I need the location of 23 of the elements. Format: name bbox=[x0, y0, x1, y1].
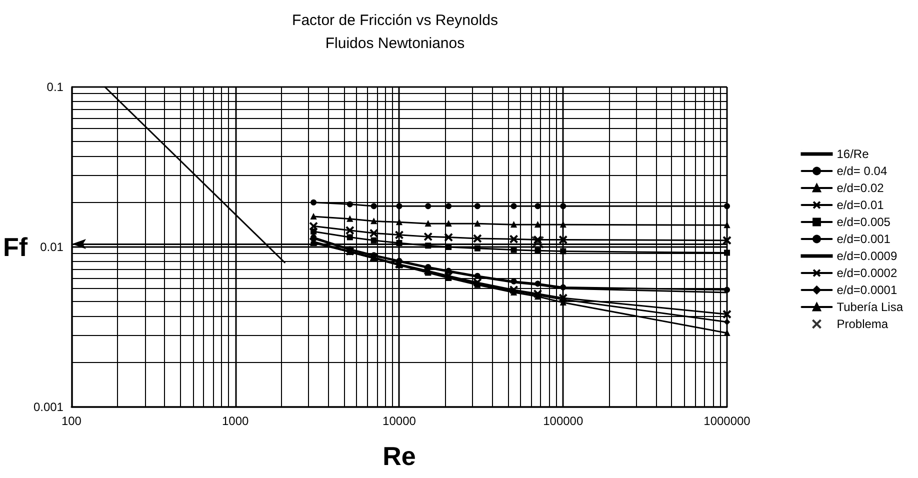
legend-label: e/d=0.01 bbox=[836, 198, 884, 212]
y-axis-title: Ff bbox=[2, 232, 28, 262]
x-tick-label: 1000000 bbox=[704, 414, 751, 428]
x-axis-title: Re bbox=[382, 441, 416, 471]
x-tick-label: 100 bbox=[61, 414, 82, 428]
legend-label: Tubería Lisa bbox=[836, 300, 904, 314]
x-tick-label: 1000 bbox=[222, 414, 250, 428]
y-tick-label: 0.01 bbox=[40, 240, 64, 254]
legend-label: e/d=0.0009 bbox=[836, 249, 898, 263]
legend-label: e/d=0.02 bbox=[836, 181, 884, 195]
y-tick-label: 0.001 bbox=[33, 400, 64, 414]
legend-label: 16/Re bbox=[836, 147, 870, 161]
chart-subtitle: Fluidos Newtonianos bbox=[325, 35, 465, 52]
legend-label: e/d=0.001 bbox=[836, 232, 891, 246]
x-tick-label: 100000 bbox=[543, 414, 584, 428]
x-tick-label: 10000 bbox=[382, 414, 416, 428]
legend-label: e/d= 0.04 bbox=[836, 164, 888, 178]
legend-label: e/d=0.005 bbox=[836, 215, 891, 229]
legend-label: e/d=0.0001 bbox=[836, 283, 898, 297]
chart-title: Factor de Fricción vs Reynolds bbox=[292, 12, 498, 29]
legend-label: e/d=0.0002 bbox=[836, 266, 898, 280]
y-tick-label: 0.1 bbox=[46, 80, 64, 94]
legend-label: Problema bbox=[836, 317, 888, 331]
